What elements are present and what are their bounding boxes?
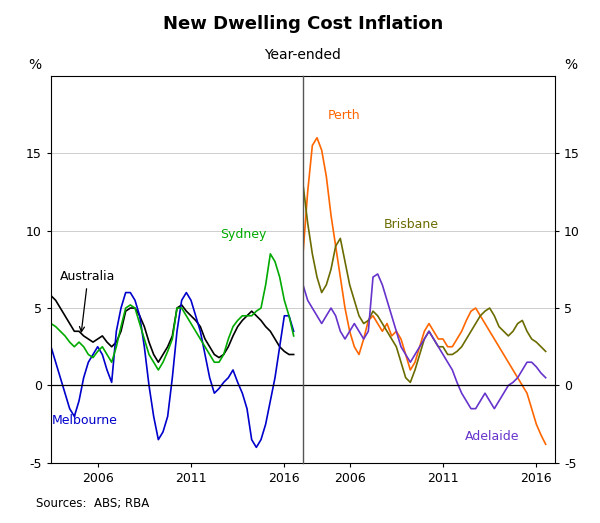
Text: Australia: Australia — [61, 270, 116, 332]
Text: Brisbane: Brisbane — [383, 218, 438, 231]
Text: New Dwelling Cost Inflation: New Dwelling Cost Inflation — [163, 15, 443, 32]
Text: Adelaide: Adelaide — [466, 429, 520, 442]
Text: Perth: Perth — [327, 109, 360, 122]
Text: Sources:  ABS; RBA: Sources: ABS; RBA — [36, 497, 149, 509]
Text: %: % — [565, 58, 578, 72]
Text: Sydney: Sydney — [220, 229, 266, 242]
Text: %: % — [28, 58, 41, 72]
Text: Melbourne: Melbourne — [52, 414, 118, 427]
Text: Year-ended: Year-ended — [265, 48, 341, 62]
